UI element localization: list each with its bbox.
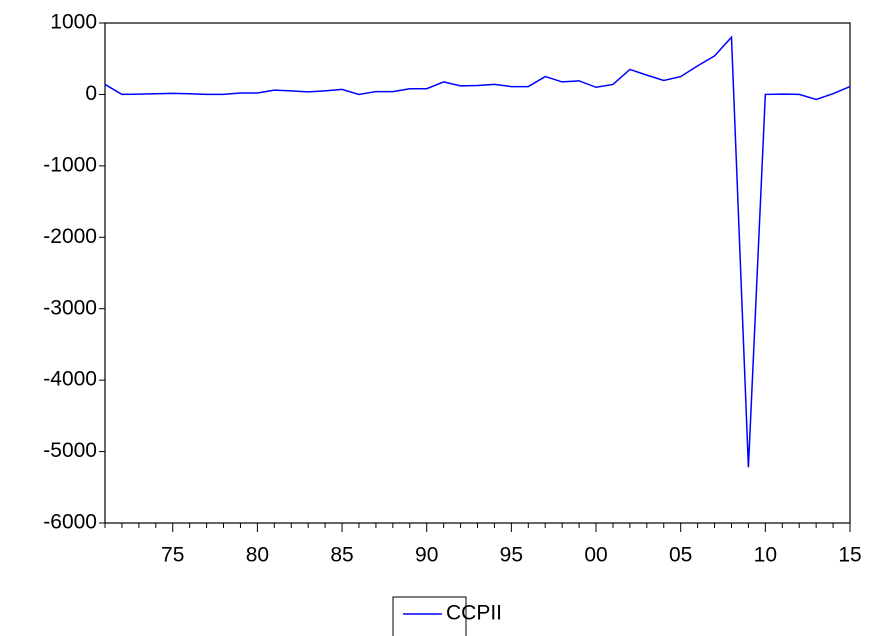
x-tick-label: 90 <box>415 544 438 567</box>
y-tick-label: 0 <box>85 82 97 105</box>
line <box>104 35 851 468</box>
y-tick-label: -4000 <box>43 368 97 391</box>
x-tick-label: 80 <box>246 544 269 567</box>
x-tick-label: 05 <box>669 544 692 567</box>
x-tick-label: 95 <box>500 544 523 567</box>
y-tick-label: -6000 <box>43 511 97 534</box>
y-tick-label: -5000 <box>43 439 97 462</box>
x-tick-label: 75 <box>161 544 184 567</box>
y-tick-label: 1000 <box>50 11 97 34</box>
legend-label: CCPII <box>446 602 502 625</box>
y-tick-label: -2000 <box>43 225 97 248</box>
x-tick-label: 10 <box>754 544 777 567</box>
plot-frame <box>104 22 851 524</box>
y-tick-label: -1000 <box>43 153 97 176</box>
legend-box <box>392 596 467 636</box>
x-tick-label: 00 <box>584 544 607 567</box>
y-tick-label: -3000 <box>43 296 97 319</box>
x-tick-label: 85 <box>330 544 353 567</box>
x-tick-label: 15 <box>838 544 861 567</box>
